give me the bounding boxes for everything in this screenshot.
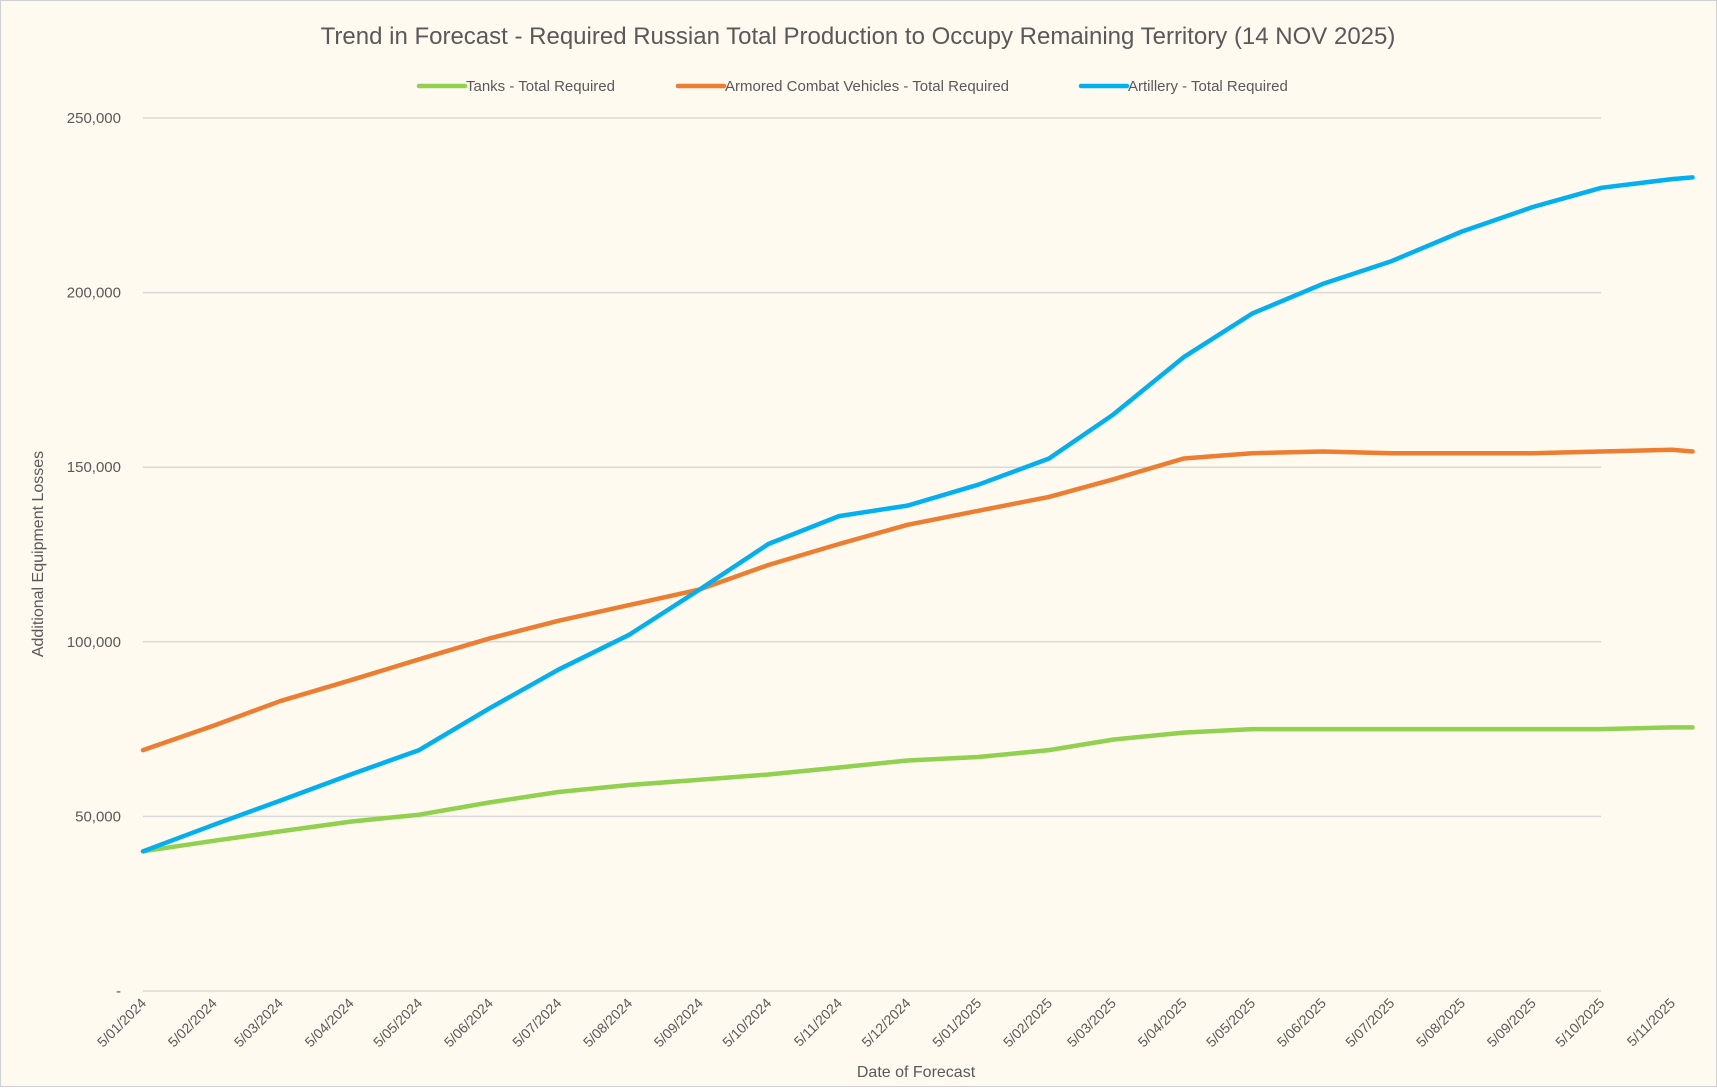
- x-tick-label: 5/02/2025: [1000, 995, 1056, 1051]
- x-tick-label: 5/10/2025: [1552, 995, 1608, 1051]
- legend-label: Artillery - Total Required: [1128, 78, 1288, 95]
- x-tick-label: 5/02/2024: [165, 995, 221, 1051]
- series-line-1: [143, 450, 1693, 750]
- x-tick-label: 5/05/2025: [1203, 995, 1259, 1051]
- y-tick-label: 200,000: [67, 285, 121, 302]
- series-line-0: [143, 727, 1693, 851]
- x-tick-label: 5/05/2024: [370, 995, 426, 1051]
- y-tick-label: 150,000: [67, 459, 121, 476]
- x-tick-label: 5/04/2025: [1134, 995, 1190, 1051]
- x-tick-label: 5/03/2024: [231, 995, 287, 1051]
- x-tick-label: 5/01/2025: [929, 995, 985, 1051]
- series-line-2: [143, 177, 1693, 851]
- legend-item: Artillery - Total Required: [1081, 78, 1288, 95]
- y-axis-title: Additional Equipment Losses: [30, 451, 47, 657]
- x-tick-label: 5/11/2024: [791, 995, 846, 1050]
- x-axis-title: Date of Forecast: [857, 1064, 976, 1081]
- x-tick-label: 5/03/2025: [1064, 995, 1120, 1051]
- gridlines: [143, 118, 1601, 991]
- x-tick-label: 5/06/2025: [1274, 995, 1330, 1051]
- x-tick-label: 5/08/2024: [580, 995, 636, 1051]
- x-tick-label: 5/04/2024: [301, 995, 357, 1051]
- x-tick-label: 5/08/2025: [1413, 995, 1469, 1051]
- x-tick-label: 5/09/2025: [1484, 995, 1540, 1051]
- x-tick-label: 5/10/2024: [719, 995, 775, 1051]
- x-tick-label: 5/07/2024: [509, 995, 565, 1051]
- y-tick-label: 250,000: [67, 110, 121, 127]
- legend: Tanks - Total Required Armored Combat Veh…: [419, 78, 1288, 95]
- x-tick-label: 5/11/2025: [1623, 995, 1678, 1050]
- x-tick-label: 5/06/2024: [441, 995, 497, 1051]
- y-axis-ticks: - 50,000 100,000 150,000 200,000 250,000: [67, 110, 121, 1000]
- x-tick-label: 5/09/2024: [651, 995, 707, 1051]
- x-tick-label: 5/12/2024: [858, 995, 914, 1051]
- legend-label: Armored Combat Vehicles - Total Required: [725, 78, 1009, 95]
- y-tick-label: -: [116, 983, 121, 1000]
- chart-title: Trend in Forecast - Required Russian Tot…: [321, 23, 1396, 50]
- legend-item: Armored Combat Vehicles - Total Required: [678, 78, 1009, 95]
- y-tick-label: 100,000: [67, 634, 121, 651]
- legend-label: Tanks - Total Required: [466, 78, 615, 95]
- series-lines: [143, 177, 1693, 851]
- y-tick-label: 50,000: [75, 808, 121, 825]
- x-tick-label: 5/07/2025: [1342, 995, 1398, 1051]
- legend-item: Tanks - Total Required: [419, 78, 615, 95]
- x-tick-label: 5/01/2024: [94, 995, 150, 1051]
